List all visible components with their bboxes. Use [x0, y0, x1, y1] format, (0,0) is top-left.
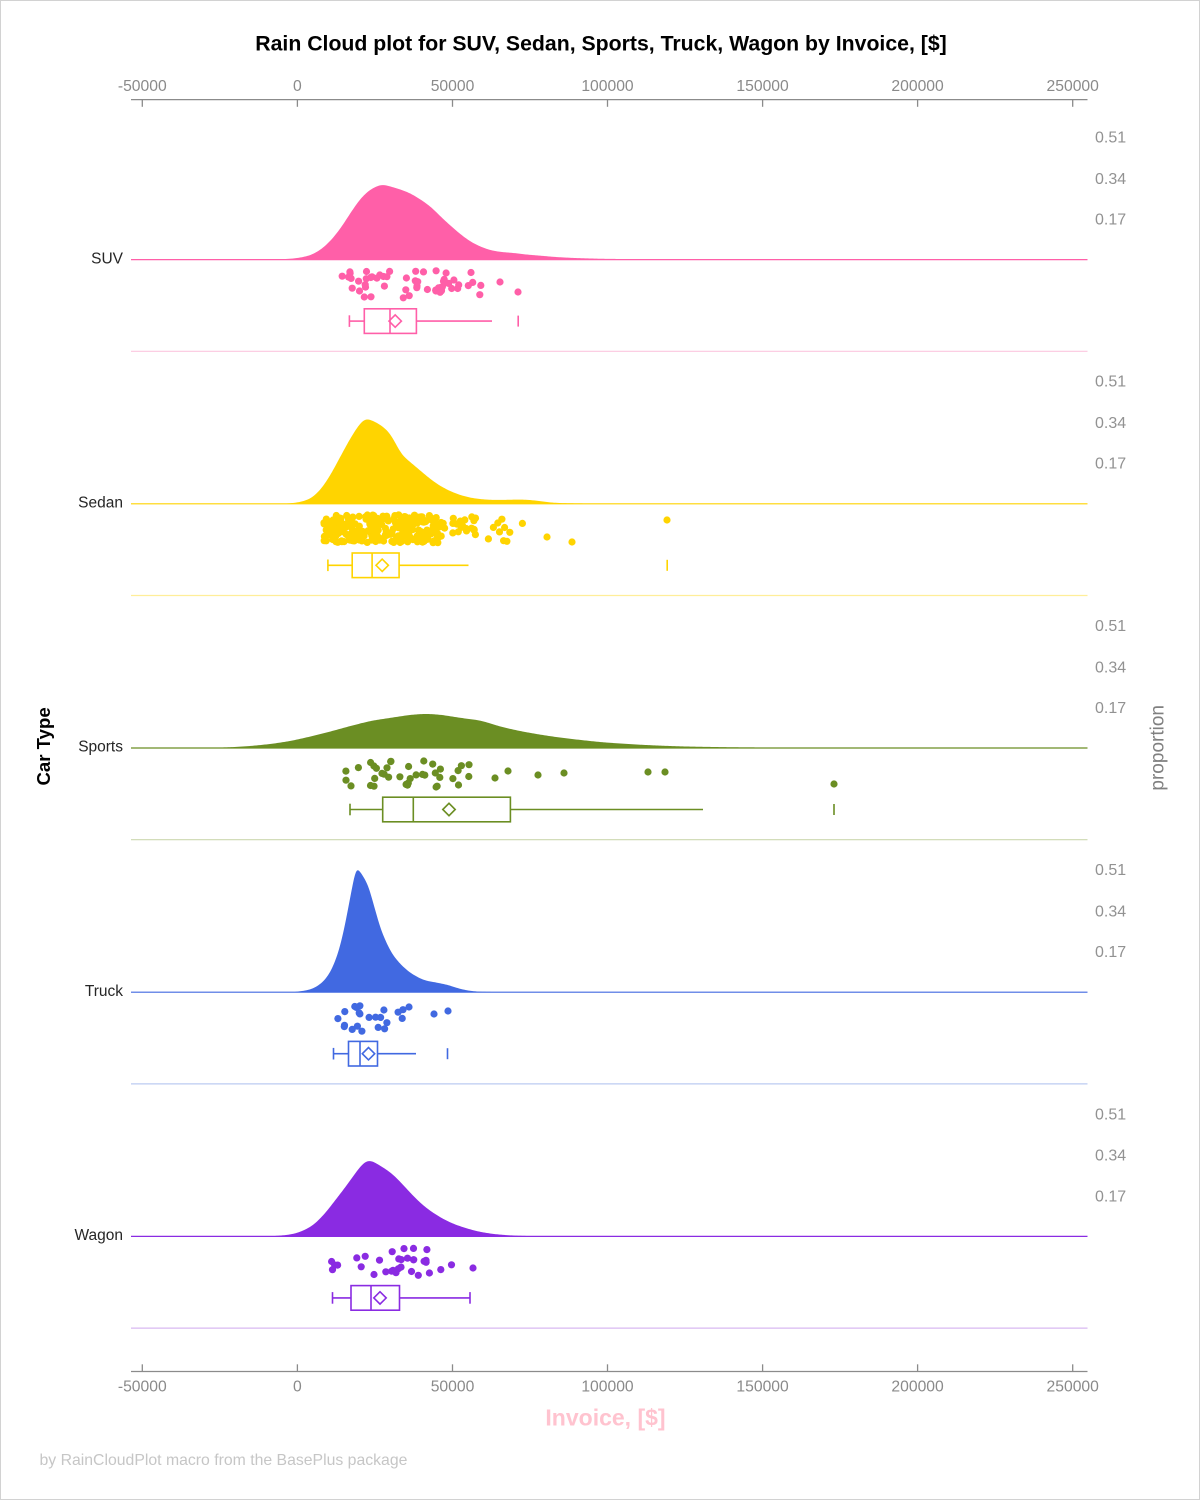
svg-text:50000: 50000 — [431, 1379, 475, 1396]
svg-text:0.17: 0.17 — [1095, 700, 1126, 717]
svg-text:0: 0 — [293, 78, 302, 95]
svg-text:0.51: 0.51 — [1095, 618, 1126, 635]
svg-text:100000: 100000 — [581, 78, 634, 95]
svg-text:0.51: 0.51 — [1095, 130, 1126, 147]
svg-text:Wagon: Wagon — [74, 1227, 123, 1244]
svg-text:0.34: 0.34 — [1095, 904, 1126, 921]
svg-text:Sports: Sports — [78, 739, 123, 756]
svg-text:0.17: 0.17 — [1095, 212, 1126, 229]
svg-text:200000: 200000 — [891, 1379, 944, 1396]
svg-text:0.51: 0.51 — [1095, 1106, 1126, 1123]
svg-text:Truck: Truck — [85, 983, 123, 1000]
svg-text:-50000: -50000 — [118, 78, 167, 95]
svg-text:250000: 250000 — [1047, 1379, 1100, 1396]
svg-text:0.17: 0.17 — [1095, 456, 1126, 473]
svg-text:0.17: 0.17 — [1095, 944, 1126, 961]
svg-text:Invoice, [$]: Invoice, [$] — [545, 1405, 665, 1431]
svg-text:150000: 150000 — [736, 78, 789, 95]
svg-text:0.17: 0.17 — [1095, 1188, 1126, 1205]
svg-text:150000: 150000 — [736, 1379, 789, 1396]
svg-text:0.51: 0.51 — [1095, 374, 1126, 391]
svg-text:100000: 100000 — [581, 1379, 634, 1396]
svg-text:0.34: 0.34 — [1095, 1148, 1126, 1165]
svg-text:0.34: 0.34 — [1095, 659, 1126, 676]
svg-text:Sedan: Sedan — [78, 495, 123, 512]
svg-text:200000: 200000 — [891, 78, 944, 95]
svg-text:Car Type: Car Type — [33, 707, 54, 785]
svg-text:0: 0 — [293, 1379, 302, 1396]
svg-text:SUV: SUV — [91, 250, 124, 267]
svg-text:50000: 50000 — [431, 78, 475, 95]
svg-text:250000: 250000 — [1047, 78, 1100, 95]
svg-text:-50000: -50000 — [118, 1379, 167, 1396]
svg-text:by RainCloudPlot macro from th: by RainCloudPlot macro from the BasePlus… — [40, 1452, 408, 1469]
svg-text:proportion: proportion — [1147, 705, 1168, 791]
svg-text:0.34: 0.34 — [1095, 171, 1126, 188]
svg-text:0.51: 0.51 — [1095, 862, 1126, 879]
svg-text:Rain Cloud plot for SUV, Sedan: Rain Cloud plot for SUV, Sedan, Sports, … — [255, 32, 947, 56]
svg-text:0.34: 0.34 — [1095, 415, 1126, 432]
